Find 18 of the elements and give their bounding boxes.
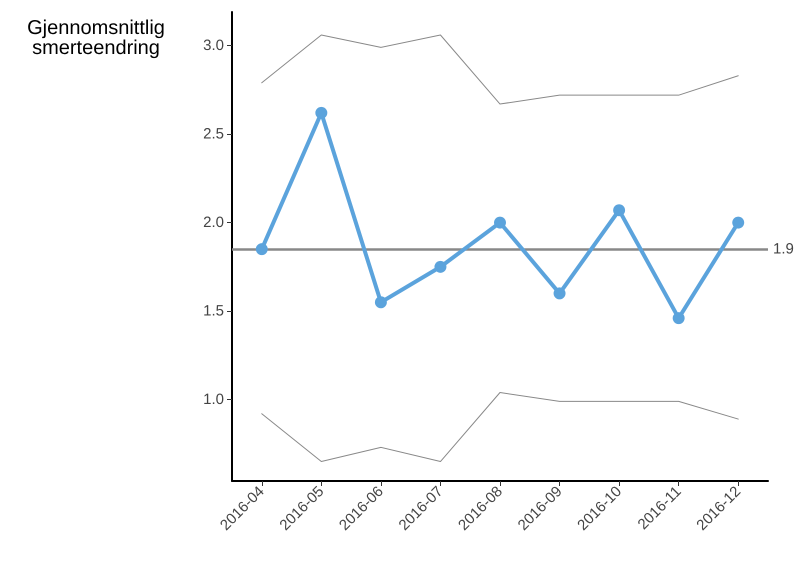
point	[613, 204, 626, 216]
y-tick-label: 1.0	[203, 391, 224, 408]
point	[554, 287, 566, 300]
point	[672, 312, 685, 324]
point	[494, 216, 506, 229]
line-series	[261, 392, 739, 462]
point	[732, 216, 744, 229]
y-axis-title: Gjennomsnittlig smerteendring	[27, 17, 165, 59]
point	[434, 260, 446, 273]
point	[256, 243, 268, 256]
y-tick-label: 1.5	[203, 302, 224, 320]
ref-line-label: 1.9	[773, 240, 794, 258]
y-tick-label: 3.0	[203, 37, 224, 54]
line-series	[261, 34, 739, 105]
y-tick-label: 2.0	[203, 214, 224, 232]
point	[315, 106, 328, 119]
y-tick-label: 2.5	[203, 126, 224, 143]
point	[374, 296, 387, 308]
